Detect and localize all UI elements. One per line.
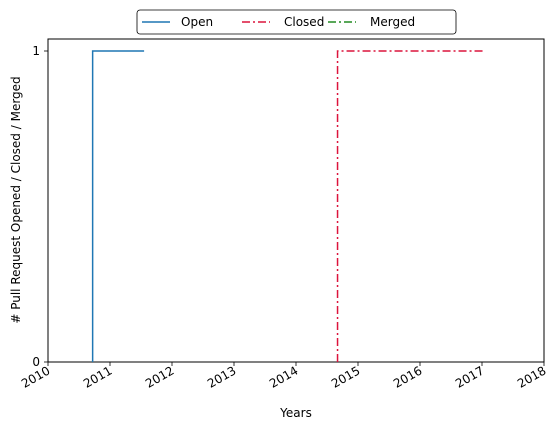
x-tick-label: 2012 [143,363,176,390]
series-line-closed [336,50,486,362]
series-layer [91,50,486,362]
legend-box [136,9,457,35]
x-tick-label: 2014 [267,363,300,390]
y-axis-label: # Pull Request Opened / Closed / Merged [9,76,23,323]
x-tick-label: 2011 [81,363,114,390]
series-line-open [91,50,145,362]
legend-closed-label: Closed [284,15,324,29]
legend-open-label: Open [181,15,213,29]
x-axis-label: Years [279,406,312,420]
plot-frame [47,38,545,363]
x-tick-label: 2015 [329,363,362,390]
x-tick-label: 2018 [515,363,548,390]
legend: Open Closed Merged [136,9,457,35]
y-tick-label: 1 [32,44,40,58]
x-axis: 2010 2011 2012 2013 2014 2015 2016 2017 2018 [19,362,549,391]
plot-area [47,38,545,363]
legend-merged-label: Merged [370,15,415,29]
x-tick-label: 2013 [205,363,238,390]
y-axis: 01 [32,44,48,369]
x-tick-label: 2016 [391,363,424,390]
x-tick-label: 2017 [453,363,486,390]
y-tick-label: 0 [32,355,40,369]
